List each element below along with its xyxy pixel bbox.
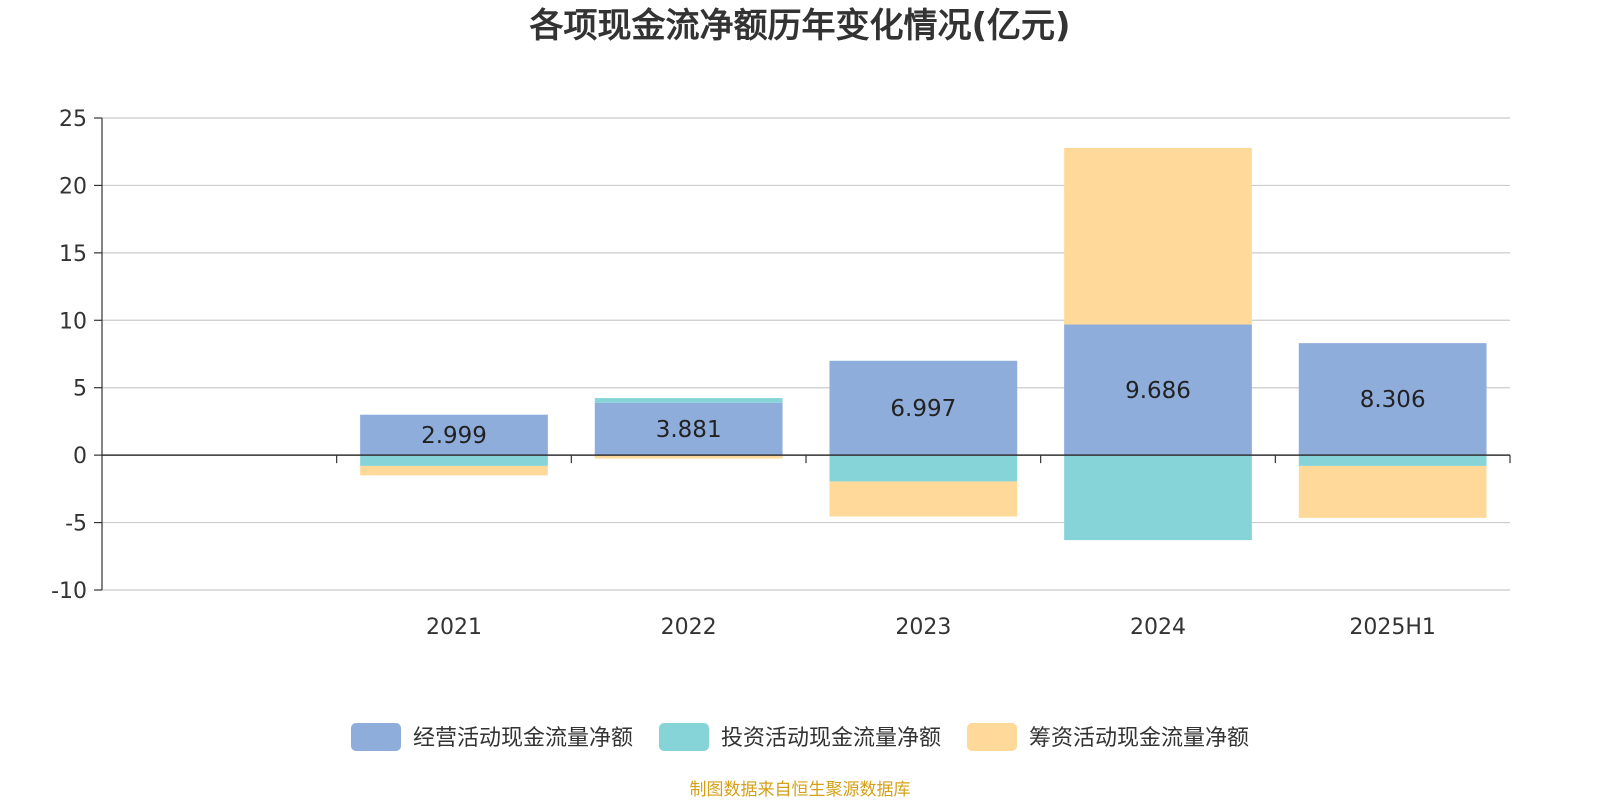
bar-3-2023	[829, 481, 1018, 517]
bar-1-2023	[829, 360, 1018, 456]
y-tick-label: -10	[51, 579, 87, 604]
data-label-2023: 6.997	[890, 396, 956, 422]
bar-3-2025H1	[1298, 465, 1487, 518]
bar-2-2023	[829, 455, 1018, 482]
source-note: 制图数据来自恒生聚源数据库	[690, 780, 911, 800]
bar-3-2024	[1064, 147, 1252, 325]
legend-label-1: 经营活动现金流量净额	[413, 726, 633, 751]
bar-2-2021	[360, 455, 548, 466]
legend-label-3: 筹资活动现金流量净额	[1029, 726, 1249, 751]
legend-swatch-3	[967, 723, 1017, 751]
y-tick-label: 25	[59, 107, 87, 132]
y-tick-label: -5	[65, 512, 87, 537]
bar-3-2022	[594, 455, 783, 459]
y-tick-label: 20	[59, 174, 87, 199]
x-tick-label: 2025H1	[1349, 615, 1436, 640]
legend-swatch-1	[351, 723, 401, 751]
bar-1-2022	[594, 402, 783, 456]
bar-1-2024	[1064, 324, 1252, 456]
data-label-2025H1: 8.306	[1360, 387, 1426, 413]
bar-1-2021	[360, 414, 548, 456]
legend: 经营活动现金流量净额 投资活动现金流量净额 筹资活动现金流量净额	[351, 723, 1249, 751]
y-tick-label: 15	[59, 242, 87, 267]
x-tick-label: 2022	[661, 615, 717, 640]
bar-2-2025H1	[1298, 455, 1487, 466]
y-tick-label: 0	[73, 444, 87, 469]
x-tick-label: 2023	[895, 615, 951, 640]
bar-3-2021	[360, 465, 548, 476]
y-tick-label: 5	[73, 377, 87, 402]
data-label-2022: 3.881	[656, 417, 722, 443]
bar-1-2025H1	[1298, 343, 1487, 456]
legend-label-2: 投资活动现金流量净额	[721, 726, 941, 751]
grid-lines	[102, 117, 1510, 591]
legend-swatch-2	[659, 723, 709, 751]
x-tick-label: 2021	[426, 615, 482, 640]
data-label-2024: 9.686	[1125, 378, 1191, 404]
bar-2-2022	[594, 398, 783, 403]
y-tick-label: 10	[59, 309, 87, 334]
axes: -10 -5 0 5 10 15 20 25 2021 2022 2023 2024 2025H1	[51, 107, 1511, 640]
x-tick-label: 2024	[1130, 615, 1186, 640]
data-label-2021: 2.999	[421, 423, 487, 449]
bars	[360, 147, 1487, 541]
chart-title: 各项现金流净额历年变化情况(亿元)	[529, 6, 1070, 46]
data-labels: 2.999 3.881 6.997 9.686 8.306	[421, 378, 1426, 449]
bar-2-2024	[1064, 455, 1252, 541]
